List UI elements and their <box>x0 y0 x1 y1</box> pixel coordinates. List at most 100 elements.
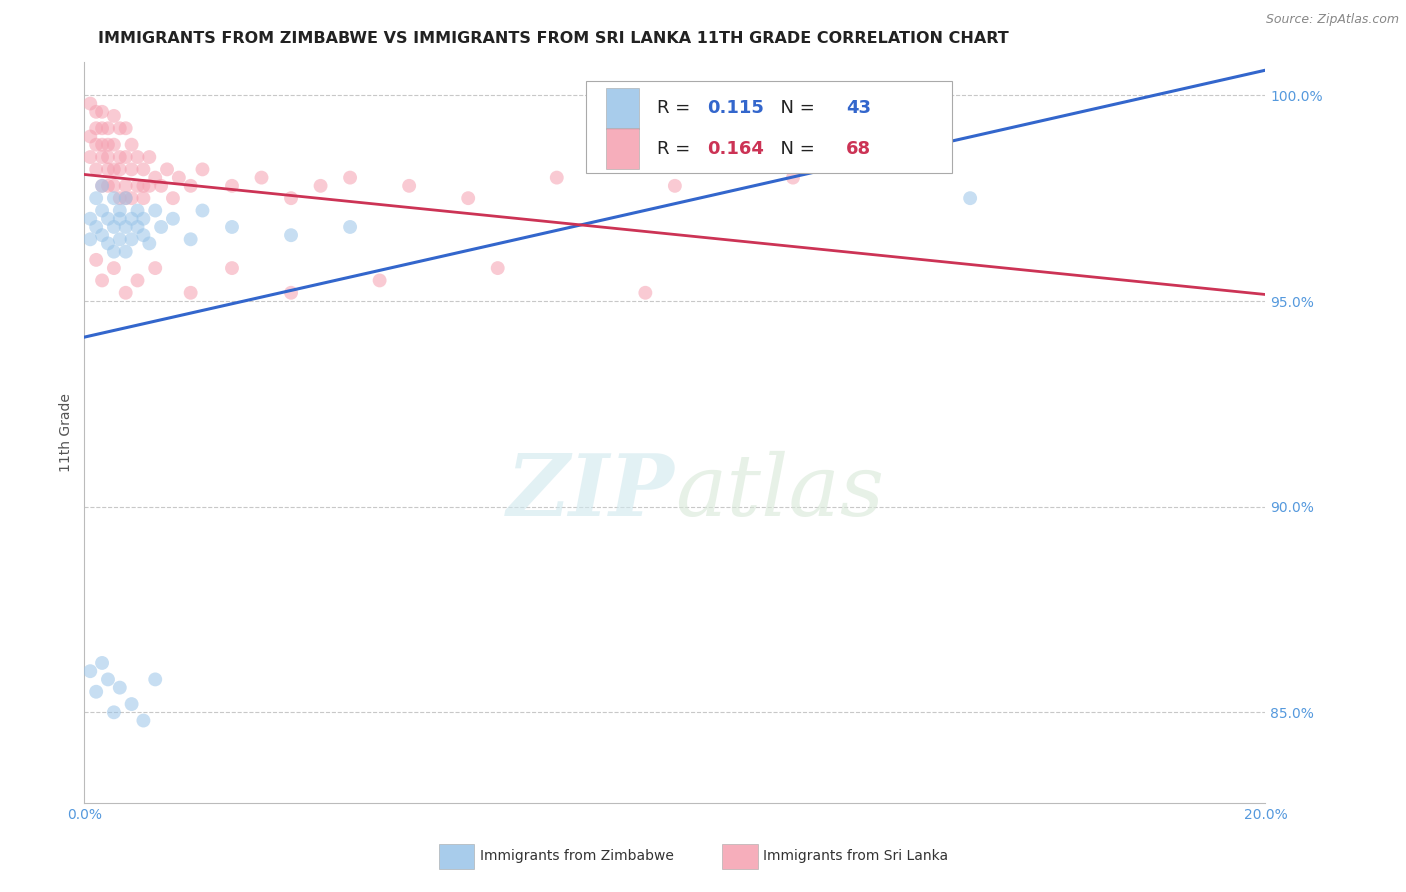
Y-axis label: 11th Grade: 11th Grade <box>59 393 73 472</box>
Point <box>84 121 107 136</box>
Point <box>132 178 155 193</box>
Point <box>546 170 568 185</box>
Point <box>91 178 114 193</box>
Point <box>132 162 155 177</box>
Point <box>91 150 114 164</box>
Point <box>114 150 136 164</box>
Text: 68: 68 <box>846 139 872 158</box>
Point <box>91 137 114 152</box>
Bar <box>723 844 758 870</box>
Point <box>84 252 107 267</box>
Point <box>108 211 131 226</box>
Point <box>108 150 131 164</box>
Point <box>959 191 981 205</box>
Point <box>121 137 143 152</box>
Point <box>103 137 125 152</box>
Point <box>114 244 136 259</box>
Point <box>91 178 114 193</box>
Text: Immigrants from Sri Lanka: Immigrants from Sri Lanka <box>763 849 949 863</box>
Point <box>398 178 420 193</box>
Point <box>79 211 101 226</box>
Text: R =: R = <box>657 100 696 118</box>
Point <box>79 664 101 678</box>
FancyBboxPatch shape <box>586 81 952 173</box>
Point <box>309 178 332 193</box>
Point <box>127 178 149 193</box>
Point <box>84 104 107 119</box>
Point <box>91 656 114 670</box>
Point <box>127 203 149 218</box>
Point <box>156 162 179 177</box>
Point <box>97 673 120 687</box>
Point <box>108 681 131 695</box>
Point <box>84 684 107 698</box>
Point <box>114 191 136 205</box>
Point <box>180 178 202 193</box>
Point <box>91 104 114 119</box>
Text: 0.115: 0.115 <box>707 100 763 118</box>
Point <box>103 261 125 276</box>
Point <box>132 228 155 243</box>
Point <box>79 232 101 246</box>
Point <box>280 228 302 243</box>
Bar <box>606 88 640 128</box>
Point <box>103 219 125 234</box>
Point <box>143 203 166 218</box>
Point <box>91 203 114 218</box>
Point <box>127 273 149 287</box>
Point <box>121 697 143 711</box>
Text: Immigrants from Zimbabwe: Immigrants from Zimbabwe <box>479 849 673 863</box>
Point <box>121 162 143 177</box>
Point <box>79 129 101 144</box>
Text: ZIP: ZIP <box>508 450 675 533</box>
Point <box>150 219 173 234</box>
Point <box>121 211 143 226</box>
Point <box>84 191 107 205</box>
Point <box>97 150 120 164</box>
Point <box>167 170 190 185</box>
Point <box>91 121 114 136</box>
Text: N =: N = <box>769 100 821 118</box>
Point <box>97 121 120 136</box>
Point <box>114 219 136 234</box>
Text: Source: ZipAtlas.com: Source: ZipAtlas.com <box>1265 13 1399 27</box>
Point <box>114 178 136 193</box>
Point <box>221 178 243 193</box>
Point <box>180 232 202 246</box>
Point <box>150 178 173 193</box>
Point <box>782 170 804 185</box>
Point <box>108 162 131 177</box>
Point <box>280 191 302 205</box>
Point <box>180 285 202 300</box>
Point <box>132 191 155 205</box>
Point <box>143 170 166 185</box>
Bar <box>606 128 640 169</box>
Point <box>108 121 131 136</box>
Point <box>221 261 243 276</box>
Text: 43: 43 <box>846 100 872 118</box>
Point <box>97 137 120 152</box>
Point <box>108 203 131 218</box>
Point <box>91 228 114 243</box>
Point <box>457 191 479 205</box>
Point <box>250 170 273 185</box>
Point <box>79 96 101 111</box>
Point <box>162 191 184 205</box>
Point <box>84 219 107 234</box>
Point <box>79 150 101 164</box>
Point <box>127 219 149 234</box>
Point <box>97 211 120 226</box>
Point <box>132 211 155 226</box>
Point <box>339 219 361 234</box>
Point <box>138 178 160 193</box>
Point <box>114 191 136 205</box>
Point <box>664 178 686 193</box>
Point <box>132 714 155 728</box>
Point <box>121 232 143 246</box>
Point <box>97 178 120 193</box>
Point <box>143 261 166 276</box>
Point <box>103 706 125 720</box>
Text: 0.164: 0.164 <box>707 139 763 158</box>
Point <box>114 285 136 300</box>
Point <box>84 137 107 152</box>
